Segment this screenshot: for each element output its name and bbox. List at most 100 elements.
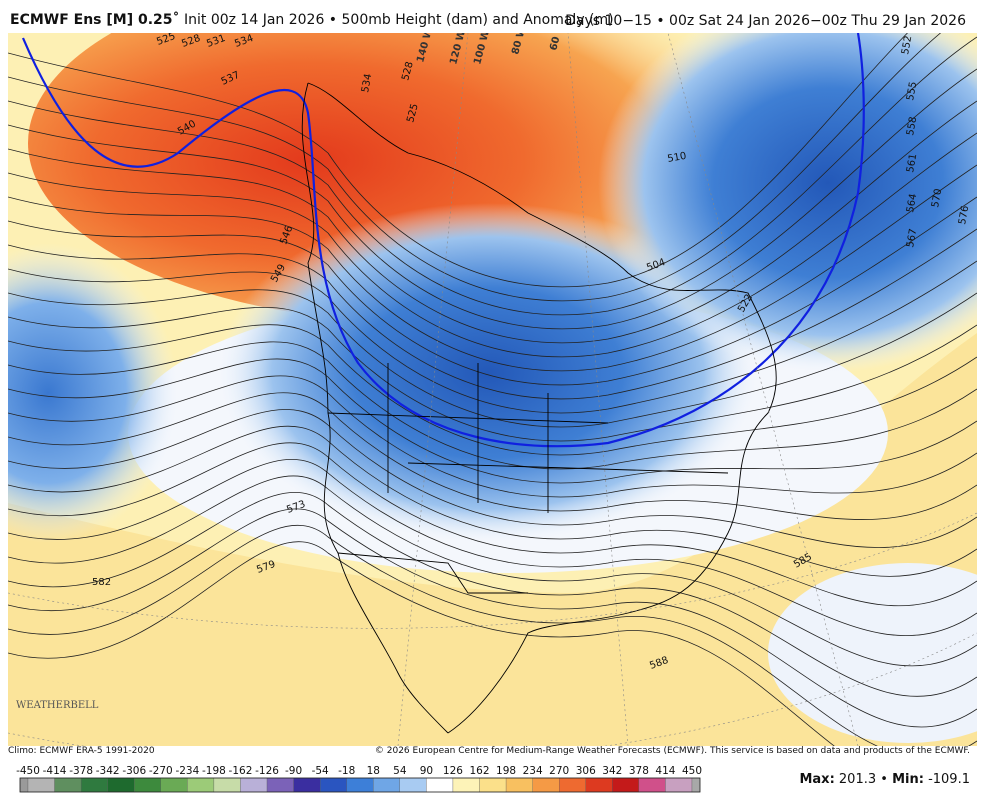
contour-line	[8, 375, 977, 498]
colorbar-tick-label: 90	[420, 765, 433, 777]
colorbar-tick-label: 234	[523, 765, 543, 777]
valid-time: Days 10−15 • 00z Sat 24 Jan 2026−00z Thu…	[565, 13, 966, 29]
contour-line	[8, 100, 977, 344]
colorbar-tick-label: -450	[16, 765, 40, 777]
colorbar-tick-label: -306	[122, 765, 146, 777]
contour-label: 570	[930, 188, 944, 209]
map: 525 528 531 5345375405345285255465495525555…	[8, 33, 977, 746]
climo: Climo: ECMWF ERA-5 1991-2020	[8, 746, 155, 756]
max-label: Max:	[799, 772, 835, 787]
contour-label: 510	[667, 151, 688, 165]
colorbar-swatch	[612, 777, 640, 793]
contour-line	[8, 425, 977, 577]
colorbar-swatch	[665, 777, 693, 793]
colorbar-swatch	[27, 777, 55, 793]
contour-line	[8, 36, 977, 316]
sep: •	[880, 772, 888, 787]
contour-line	[8, 475, 977, 667]
contour-label: 552	[900, 35, 914, 56]
colorbar-tick-label: 162	[469, 765, 489, 777]
colorbar-swatch	[293, 777, 321, 793]
colorbar-tick-label: -378	[69, 765, 93, 777]
contour-line	[8, 392, 977, 520]
colorbar-swatch	[638, 777, 666, 793]
subtitle: Init 00z 14 Jan 2026 • 500mb Height (dam…	[183, 12, 614, 28]
longitude-labels: 140 W 120 W 100 W 80 W 60 W	[415, 33, 566, 66]
colorbar-tick-label: -54	[312, 765, 329, 777]
colorbar-swatch	[346, 777, 374, 793]
contour-line	[8, 307, 977, 442]
colorbar-swatch	[80, 777, 108, 793]
colorbar-swatch	[266, 777, 294, 793]
colorbar-swatch	[187, 777, 215, 793]
colorbar-tick-label: -90	[285, 765, 302, 777]
contour-line	[8, 228, 977, 400]
logo: WEATHERBELL	[16, 700, 99, 711]
colorbar-swatch	[559, 777, 586, 793]
colorbar-tick-label: 18	[367, 765, 380, 777]
colorbar-swatch	[54, 777, 82, 793]
contour-label: 525	[405, 102, 421, 123]
contour-label: 555	[905, 81, 919, 102]
colorbar-tick-label: -342	[96, 765, 120, 777]
shade	[218, 203, 758, 543]
contour-line	[8, 459, 977, 636]
colorbar-swatch	[691, 777, 701, 793]
colorbar-swatch	[213, 777, 241, 793]
copyright: © 2026 European Centre for Medium-Range …	[374, 746, 970, 756]
shade	[8, 333, 977, 746]
graticule	[8, 33, 977, 746]
colorbar-swatch	[320, 777, 347, 793]
colorbar-swatch	[160, 777, 188, 793]
contour-label: 561	[905, 153, 919, 174]
contour-line	[8, 442, 977, 607]
colorbar-tick-label: 54	[393, 765, 407, 777]
colorbar-swatch	[585, 777, 613, 793]
colorbar-tick-label: 306	[576, 765, 596, 777]
colorbar-tick-label: -198	[202, 765, 226, 777]
shade	[768, 563, 977, 743]
contour-label: 558	[905, 116, 919, 137]
colorbar-swatch	[452, 777, 480, 793]
contour-label: 582	[92, 577, 111, 588]
colorbar-tick-label: 342	[602, 765, 622, 777]
colorbar-swatch	[134, 777, 161, 793]
colorbar-tick-label: 198	[496, 765, 516, 777]
contour-label: 567	[905, 228, 919, 249]
colorbar-swatch	[479, 777, 507, 793]
contour-540	[21, 33, 865, 448]
contour-line	[8, 492, 977, 697]
contour-line	[8, 541, 835, 746]
contour-line	[8, 358, 977, 484]
colorbar-swatch	[373, 777, 400, 793]
shade	[598, 33, 977, 373]
contour-line	[8, 260, 977, 414]
contour-line	[8, 524, 977, 746]
contour-line	[8, 409, 977, 548]
colorbar-swatch	[532, 777, 560, 793]
contour-line	[8, 68, 977, 330]
colorbar-swatch	[19, 777, 29, 793]
max: 201.3	[838, 772, 877, 787]
contour-line	[8, 33, 909, 288]
colorbar-frame	[19, 777, 701, 793]
colorbar-tick-label: -18	[338, 765, 355, 777]
colorbar-tick-label: 126	[443, 765, 463, 777]
contour-line	[8, 324, 977, 456]
colorbar-tick-label: -234	[175, 765, 199, 777]
stats: Max: 201.3 • Min: -109.1	[799, 772, 970, 787]
colorbar-swatch	[107, 777, 135, 793]
contour-label: 576	[957, 205, 971, 226]
colorbar-tick-label: 450	[682, 765, 702, 777]
colorbar-tick-label: 378	[629, 765, 649, 777]
colorbar-swatch	[399, 777, 427, 793]
colorbar-tick-label: 270	[549, 765, 569, 777]
contour-line	[8, 508, 977, 728]
contour-line	[8, 341, 977, 470]
colorbar-swatch	[505, 777, 533, 793]
contour-line	[8, 164, 977, 372]
title: ECMWF Ens [M] 0.25˚	[10, 12, 180, 28]
contour-label: 564	[905, 193, 919, 214]
colorbar-tick-label: -270	[149, 765, 173, 777]
